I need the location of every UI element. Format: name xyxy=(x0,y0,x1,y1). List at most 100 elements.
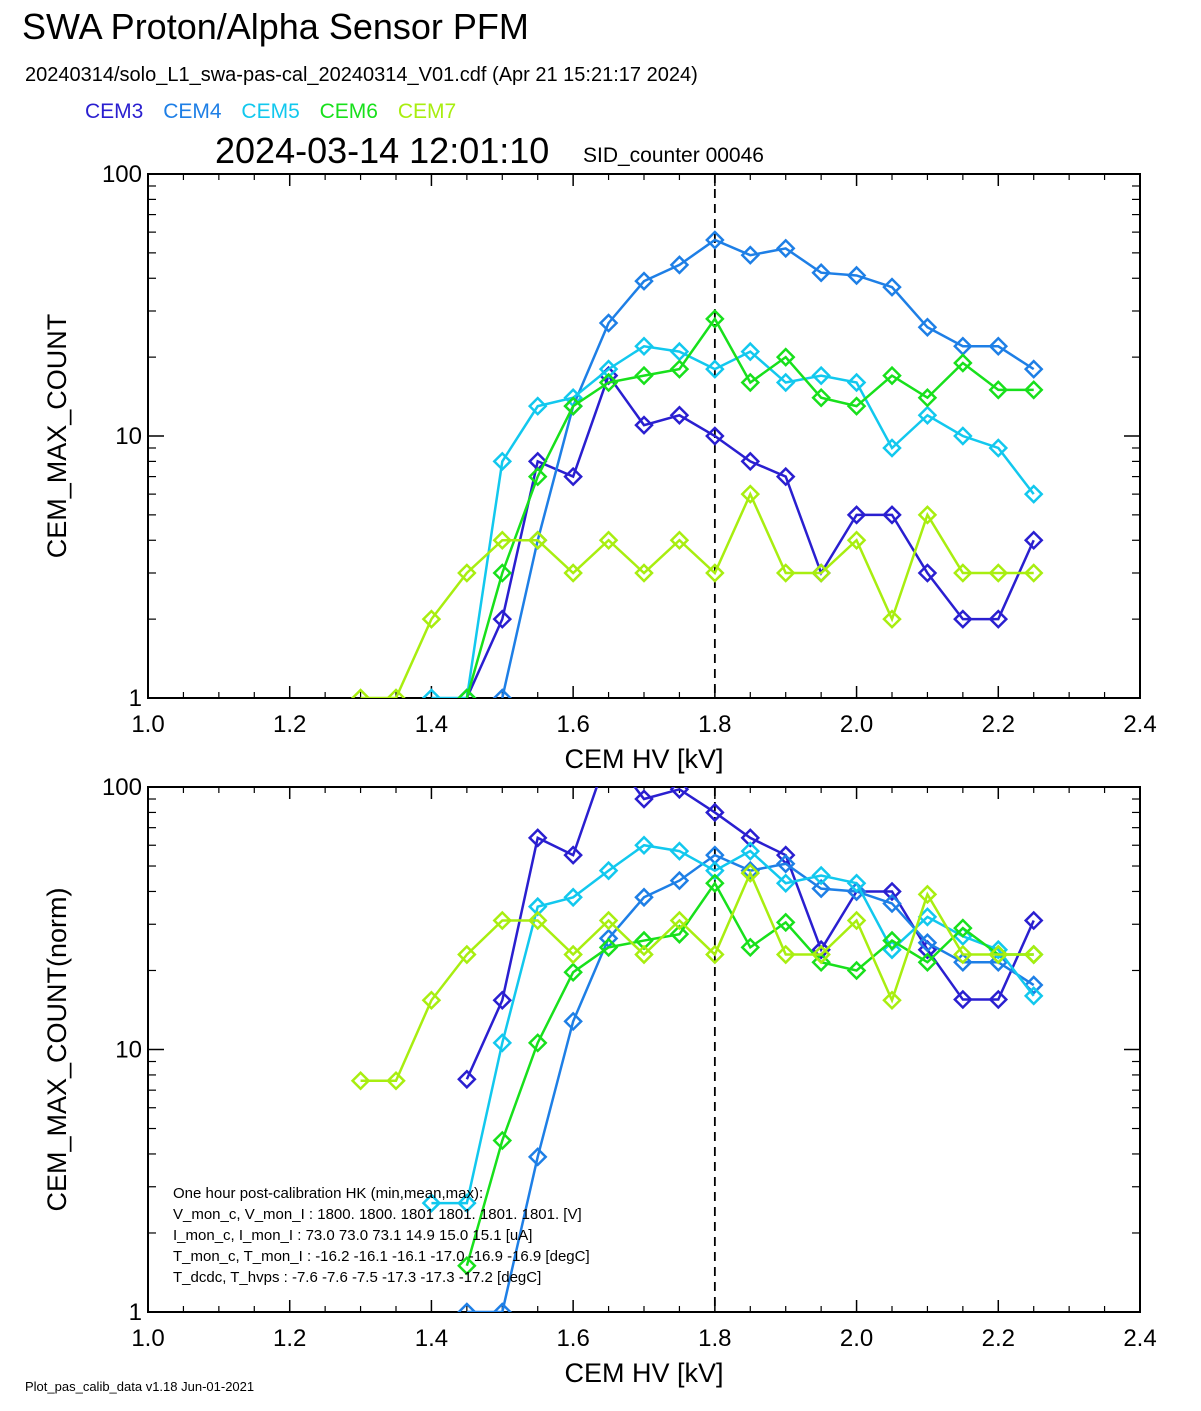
data-point-cem4 xyxy=(953,952,973,973)
data-point-cem4 xyxy=(988,336,1009,357)
y-tick-label: 1 xyxy=(129,1299,142,1326)
data-point-cem6 xyxy=(705,873,725,893)
data-point-cem6 xyxy=(1023,380,1044,400)
data-point-cem6 xyxy=(846,960,867,981)
data-point-cem6 xyxy=(634,365,654,386)
legend-item-cem5: CEM5 xyxy=(241,100,300,123)
data-point-cem6 xyxy=(598,937,619,958)
data-point-cem6 xyxy=(563,396,583,416)
data-point-cem3 xyxy=(740,451,761,472)
data-point-cem7 xyxy=(917,884,938,905)
data-point-cem7 xyxy=(953,563,973,583)
data-point-cem5 xyxy=(705,359,725,379)
data-point-cem7 xyxy=(669,910,690,931)
series-line-cem7 xyxy=(360,491,1034,698)
data-point-cem3 xyxy=(492,990,513,1011)
data-point-cem4 xyxy=(917,933,938,953)
data-point-cem7 xyxy=(598,530,619,551)
data-point-cem5 xyxy=(563,887,583,908)
data-point-cem5 xyxy=(634,835,654,856)
data-point-cem5 xyxy=(846,873,867,893)
x-axis-label: CEM HV [kV] xyxy=(564,744,723,774)
data-point-cem4 xyxy=(882,277,902,297)
data-point-cem3 xyxy=(634,415,654,435)
data-point-cem3 xyxy=(669,405,690,426)
data-point-cem7 xyxy=(953,944,973,965)
data-point-cem3 xyxy=(775,466,796,487)
x-tick-label: 1.0 xyxy=(131,711,164,738)
hk-line-tmon: T_mon_c, T_mon_I : -16.2 -16.1 -16.1 -17… xyxy=(173,1248,590,1265)
data-point-cem7 xyxy=(457,944,477,965)
data-point-cem3 xyxy=(988,609,1009,629)
data-point-cem5 xyxy=(1023,484,1044,504)
series-group xyxy=(350,787,1044,1312)
data-point-cem5 xyxy=(882,939,902,960)
data-point-cem7 xyxy=(386,688,406,698)
x-tick-label: 1.8 xyxy=(698,711,731,738)
x-tick-label: 2.4 xyxy=(1123,711,1156,738)
data-point-cem4 xyxy=(598,313,619,333)
data-point-cem6 xyxy=(527,1033,548,1053)
series-group xyxy=(350,230,1044,698)
data-point-cem3 xyxy=(457,1069,477,1090)
series-line-cem3 xyxy=(465,372,1035,698)
data-point-cem7 xyxy=(705,944,725,965)
data-point-cem6 xyxy=(527,466,548,487)
data-point-cem6 xyxy=(917,952,938,973)
x-tick-label: 1.6 xyxy=(556,1325,589,1352)
data-point-cem6 xyxy=(492,563,513,583)
data-point-cem4 xyxy=(846,881,867,902)
data-point-cem6 xyxy=(740,937,761,958)
data-point-cem5 xyxy=(492,1033,513,1053)
data-point-cem4 xyxy=(846,265,867,286)
data-point-cem6 xyxy=(669,924,690,944)
x-axis-label: CEM HV [kV] xyxy=(564,1358,723,1388)
data-point-cem6 xyxy=(882,930,902,951)
data-point-cem5 xyxy=(457,1193,477,1213)
legend-item-cem6: CEM6 xyxy=(319,100,378,123)
x-tick-label: 1.8 xyxy=(698,1325,731,1352)
data-point-cem5 xyxy=(953,426,973,446)
data-point-cem5 xyxy=(846,372,867,393)
data-point-cem7 xyxy=(457,563,477,583)
data-point-cem5 xyxy=(740,341,761,362)
data-point-cem5 xyxy=(492,451,513,472)
legend-item-cem4: CEM4 xyxy=(163,100,222,123)
data-point-cem3 xyxy=(1023,910,1044,931)
data-point-cem7 xyxy=(705,563,725,583)
series-line-cem5 xyxy=(431,843,1035,1205)
data-point-cem5 xyxy=(421,688,442,698)
data-point-cem3 xyxy=(953,989,973,1010)
data-point-cem5 xyxy=(598,359,619,379)
data-point-cem7 xyxy=(775,944,796,965)
data-point-cem7 xyxy=(740,863,761,883)
data-point-cem6 xyxy=(740,372,761,393)
x-tick-label: 1.2 xyxy=(273,1325,306,1352)
data-point-cem7 xyxy=(527,530,548,551)
data-point-cem6 xyxy=(669,359,690,379)
data-point-cem6 xyxy=(811,952,831,973)
data-point-cem6 xyxy=(563,962,583,982)
data-point-cem7 xyxy=(669,530,690,551)
data-point-cem7 xyxy=(421,990,442,1011)
data-point-cem6 xyxy=(882,365,902,386)
data-point-cem4 xyxy=(527,1147,548,1167)
data-point-cem4 xyxy=(634,887,654,908)
data-point-cem5 xyxy=(988,438,1009,458)
legend-item-cem3: CEM3 xyxy=(85,100,144,123)
data-point-cem6 xyxy=(988,380,1009,400)
data-point-cem7 xyxy=(492,530,513,551)
data-point-cem3 xyxy=(492,609,513,629)
x-tick-label: 1.4 xyxy=(415,711,448,738)
data-point-cem7 xyxy=(811,563,831,583)
data-point-cem6 xyxy=(634,930,654,951)
x-tick-label: 1.4 xyxy=(415,1325,448,1352)
data-point-cem6 xyxy=(811,387,831,408)
data-point-cem6 xyxy=(457,1256,477,1276)
data-point-cem7 xyxy=(988,563,1009,583)
data-point-cem5 xyxy=(988,939,1009,960)
data-point-cem5 xyxy=(811,365,831,386)
data-point-cem3 xyxy=(882,881,902,902)
file-info: 20240314/solo_L1_swa-pas-cal_20240314_V0… xyxy=(25,64,698,86)
